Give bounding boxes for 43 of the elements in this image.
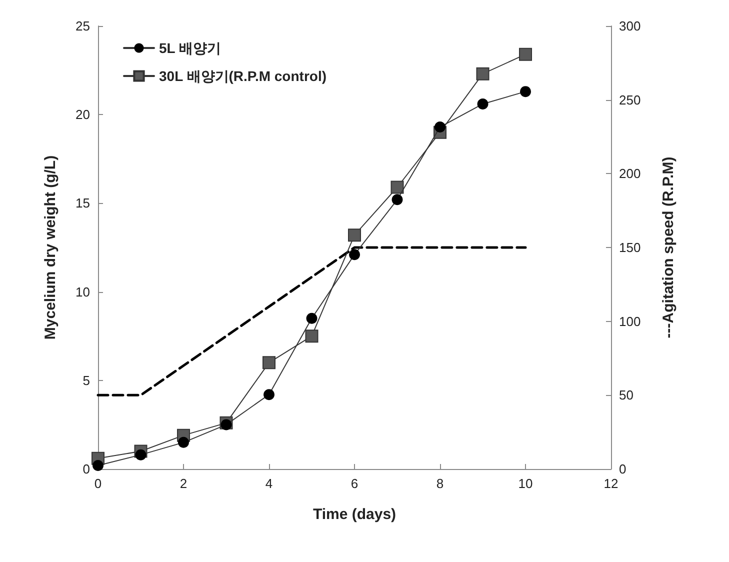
point [306,312,318,324]
point [92,460,104,471]
x-tick-label: 2 [180,476,188,491]
y2-tick-label: 200 [619,166,641,182]
x-tick-label: 8 [436,476,444,491]
point [392,194,403,206]
y2-tick-label: 250 [619,92,641,108]
x-axis-title: Time (days) [312,506,396,523]
y2-tick-label: 0 [619,462,626,476]
y-tick-label: 5 [82,372,90,388]
y2-tick-label: 150 [619,240,641,255]
point [348,228,361,242]
point [434,122,446,132]
point [220,419,232,430]
y-tick-label: 0 [82,462,90,476]
line-series [96,246,527,396]
point [135,449,146,460]
x-tick-label: 10 [518,476,533,491]
point [264,389,274,400]
point [178,436,189,448]
x-tick-label: 4 [265,476,273,491]
y-axis-title: Mycelium dry weight (g/L) [42,155,59,340]
legend-label: 30L 배양기(R.P.M control) [159,68,327,84]
point [520,86,531,98]
y-tick-label: 25 [76,18,90,34]
y2-tick-label: 100 [619,314,641,329]
y2-tick-label: 300 [619,18,641,34]
x-tick-label: 12 [604,476,618,491]
point [349,249,360,260]
point [390,180,404,194]
x-tick-label: 6 [350,476,358,491]
point [476,67,490,80]
point [477,98,488,110]
legend-label: 5L 배양기 [159,40,221,56]
y-tick-label: 20 [76,107,90,122]
y2-tick-label: 50 [619,388,634,403]
point [305,330,318,343]
y2-axis-title: ---Agitation speed (R.P.M) [660,156,677,338]
y-tick-label: 10 [76,284,90,300]
y-tick-label: 15 [76,196,90,211]
point [262,356,276,370]
point [519,48,532,61]
x-tick-label: 0 [94,476,102,491]
